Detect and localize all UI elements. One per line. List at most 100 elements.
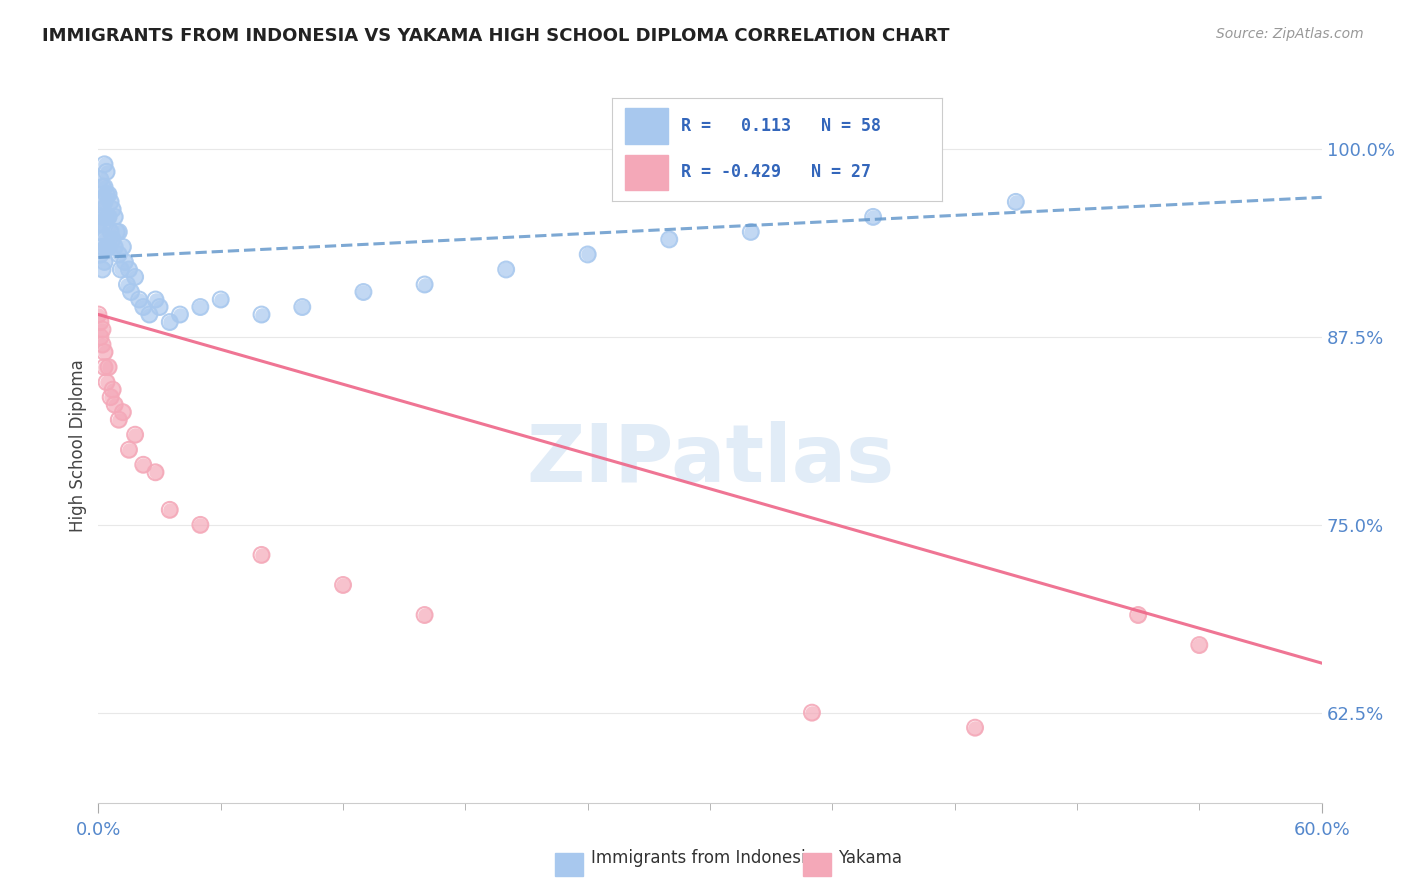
Point: [93, 345, 115, 359]
Point: [110, 262, 132, 277]
Point: [89, 225, 111, 239]
Point: [97, 360, 120, 375]
Point: [250, 548, 273, 562]
Point: [89, 315, 111, 329]
Point: [89, 172, 111, 186]
Point: [100, 225, 122, 239]
Point: [124, 427, 146, 442]
Point: [96, 187, 118, 202]
Point: [413, 277, 436, 292]
Point: [332, 578, 354, 592]
Point: [132, 458, 155, 472]
Point: [97, 360, 120, 375]
Point: [128, 293, 150, 307]
Point: [115, 277, 138, 292]
Point: [495, 262, 517, 277]
Point: [209, 293, 232, 307]
Point: [495, 262, 517, 277]
Bar: [624, 154, 668, 190]
Point: [120, 285, 142, 299]
Point: [145, 465, 167, 479]
Point: [740, 225, 762, 239]
Point: [145, 293, 167, 307]
Point: [93, 210, 115, 224]
Point: [111, 405, 134, 419]
Point: [110, 262, 132, 277]
Point: [91, 322, 114, 336]
Point: [93, 194, 115, 209]
Point: [96, 375, 118, 389]
Point: [352, 285, 374, 299]
Point: [801, 706, 824, 720]
Point: [91, 240, 114, 254]
Point: [108, 225, 131, 239]
Point: [250, 548, 273, 562]
Point: [89, 194, 111, 209]
Point: [100, 390, 122, 404]
Point: [101, 202, 124, 217]
Point: [115, 277, 138, 292]
Point: [111, 240, 134, 254]
Point: [89, 330, 111, 344]
Point: [104, 210, 127, 224]
Point: [93, 232, 115, 246]
Point: [101, 232, 124, 246]
Point: [169, 308, 191, 322]
Point: [576, 247, 599, 261]
Point: [188, 517, 212, 532]
Point: [108, 247, 131, 261]
Point: [87, 308, 110, 322]
Point: [145, 465, 167, 479]
Point: [413, 607, 436, 622]
Point: [91, 322, 114, 336]
Point: [96, 210, 118, 224]
Point: [87, 218, 110, 232]
Point: [658, 232, 681, 246]
Point: [97, 210, 120, 224]
Point: [132, 300, 155, 314]
Point: [96, 165, 118, 179]
Point: [93, 360, 115, 375]
Point: [105, 225, 128, 239]
Point: [138, 308, 160, 322]
Point: [89, 172, 111, 186]
Point: [93, 360, 115, 375]
Point: [1188, 638, 1211, 652]
Point: [104, 240, 127, 254]
Point: [104, 210, 127, 224]
Point: [108, 225, 131, 239]
Point: [104, 240, 127, 254]
Point: [111, 240, 134, 254]
Point: [96, 240, 118, 254]
Point: [96, 375, 118, 389]
Point: [1004, 194, 1026, 209]
Point: [332, 578, 354, 592]
Point: [97, 210, 120, 224]
Point: [1128, 607, 1150, 622]
Point: [188, 517, 212, 532]
Point: [118, 442, 141, 457]
Point: [149, 300, 172, 314]
Point: [159, 503, 181, 517]
Text: R =   0.113   N = 58: R = 0.113 N = 58: [681, 118, 882, 136]
Point: [209, 293, 232, 307]
Point: [97, 187, 120, 202]
Text: Yakama: Yakama: [838, 849, 903, 867]
Point: [104, 398, 127, 412]
Point: [132, 300, 155, 314]
Point: [89, 247, 111, 261]
Point: [108, 413, 131, 427]
Point: [93, 194, 115, 209]
Point: [965, 721, 987, 735]
Point: [801, 706, 824, 720]
Point: [965, 721, 987, 735]
Point: [100, 194, 122, 209]
Point: [111, 405, 134, 419]
Point: [118, 262, 141, 277]
Point: [291, 300, 314, 314]
Point: [138, 308, 160, 322]
Text: IMMIGRANTS FROM INDONESIA VS YAKAMA HIGH SCHOOL DIPLOMA CORRELATION CHART: IMMIGRANTS FROM INDONESIA VS YAKAMA HIGH…: [42, 27, 949, 45]
Point: [91, 262, 114, 277]
Point: [87, 218, 110, 232]
Point: [100, 225, 122, 239]
